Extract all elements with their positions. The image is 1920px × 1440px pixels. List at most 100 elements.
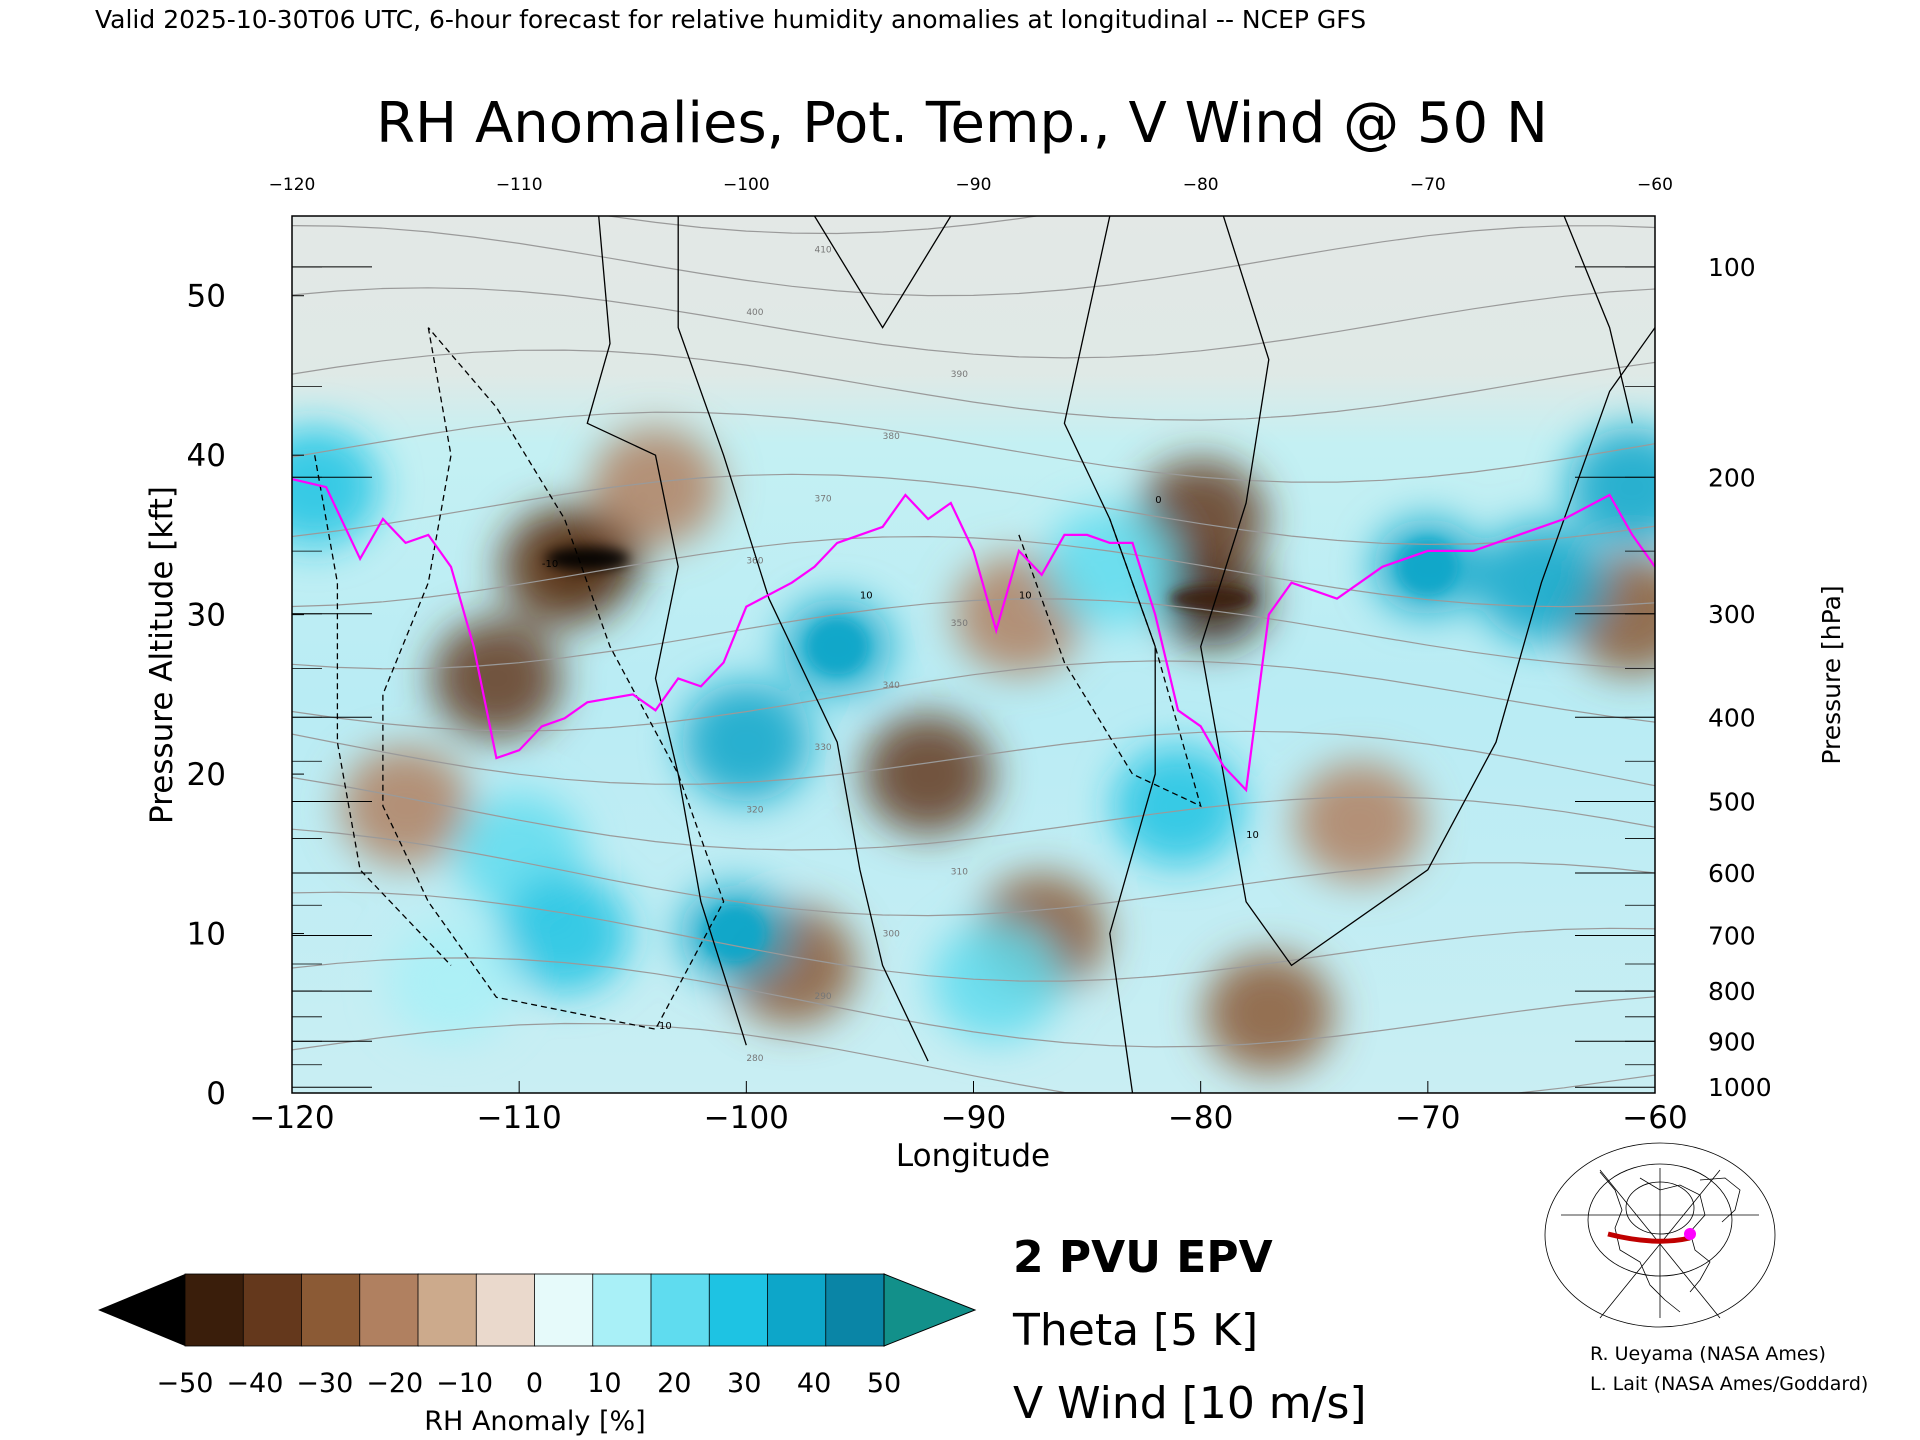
theta-contour-290 [292,957,1655,1048]
colorbar-tick-label: 50 [867,1368,901,1399]
rh-anomaly-blob [931,921,1062,1042]
colorbar-tick-label: 20 [657,1368,691,1399]
x-tick-label: −60 [1622,1100,1687,1136]
y2-axis-label: Pressure [hPa] [1817,585,1846,764]
y-axis-label: Pressure Altitude [kft] [144,486,180,824]
header-text: Valid 2025-10-30T06 UTC, 6-hour forecast… [95,5,1366,34]
colorbar-tick-label: −30 [296,1368,353,1399]
pressure-tick-label: 100 [1708,253,1756,282]
theta-contour-label: 370 [814,494,831,504]
colorbar-segment [242,1273,303,1347]
pressure-ticks [292,266,1655,1088]
theta-contour-label: 310 [951,868,968,878]
theta-contours: 280 290 300 310 320 330 340 350 360 370 380 390 400 4… [292,183,1655,1093]
x-tick-label: −110 [477,1100,562,1136]
theta-contour-label: 410 [814,246,831,256]
colorbar-segment [184,1273,245,1347]
colorbar-tick-label: −40 [226,1368,283,1399]
pressure-tick-label: 200 [1708,463,1756,492]
v-wind-contour [1563,216,1633,424]
v-wind-label: 10 [1246,830,1259,841]
pressure-tick-label: 900 [1708,1027,1756,1056]
theta-contour-400 [292,287,1655,359]
rh-anomaly-blob [340,745,471,866]
theta-contour-label: 420 [883,183,900,193]
theta-contour-390 [292,349,1655,421]
v-wind-label: -10 [655,1021,671,1032]
theta-contour-label: 350 [951,619,968,629]
chart-title: RH Anomalies, Pot. Temp., V Wind @ 50 N [376,91,1548,156]
rh-anomaly-blob [292,427,380,548]
pressure-tick-label: 300 [1708,600,1756,629]
colorbar-segment [417,1273,478,1347]
y-axis-ticks: 0 10 20 30 40 50 [187,279,304,1112]
map-location-marker [1684,1228,1696,1240]
colorbar-segment [359,1273,419,1347]
y-tick-label: 50 [187,279,226,315]
plot-area: 2802903003103203303403503603703803904004… [187,175,1772,1136]
theta-contour-300 [292,891,1655,982]
theta-contour-label: 290 [814,992,831,1002]
x-top-tick-label: −80 [1183,175,1219,195]
theta-contour-320 [292,776,1655,851]
legend-theta: Theta [5 K] [1012,1305,1258,1356]
x-top-tick-label: −90 [956,175,992,195]
rh-anomaly-blob [431,618,562,739]
colorbar-tick-label: 10 [587,1368,621,1399]
pressure-tick-label: 700 [1708,921,1756,950]
v-wind-label: 10 [860,591,873,602]
theta-contour-360 [292,535,1655,608]
theta-contour-340 [292,660,1655,732]
theta-contour-label: 300 [883,930,900,940]
theta-contour-label: 360 [746,557,763,567]
y-tick-label: 0 [206,1076,226,1112]
y-tick-label: 40 [187,438,226,474]
v-wind-contour [1200,216,1655,967]
theta-contour-label: 320 [746,805,763,815]
legend-vwind: V Wind [10 m/s] [1013,1378,1367,1429]
colorbar-segment [767,1273,827,1347]
x-top-tick-label: −110 [496,175,543,195]
map-cross-section-line [1607,1231,1691,1244]
rh-anomaly-core [545,538,1458,962]
theta-contour-370 [292,473,1655,546]
rh-anomaly-core-blob [807,618,868,675]
theta-contour-label: 380 [883,432,900,442]
rh-anomaly-blob [1044,506,1175,627]
theta-contour-label: 280 [746,1054,763,1064]
pressure-tick-label: 1000 [1708,1073,1772,1102]
v-wind-contours: -10 10 0 10 10 -10 [314,216,1655,1093]
y-tick-label: 30 [187,598,226,634]
colorbar-segment [534,1273,594,1347]
rh-anomaly-blob [681,682,812,803]
v-wind-contour [1018,518,1202,808]
colorbar-segment [592,1273,652,1347]
pressure-tick-label: 500 [1708,787,1756,816]
rh-anomaly-blob [499,873,630,994]
x-top-tick-label: −120 [269,175,316,195]
credit-line-2: L. Lait (NASA Ames/Goddard) [1590,1373,1868,1395]
v-wind-label: -10 [542,559,558,570]
theta-contour-420 [604,216,1041,235]
x-axis-label: Longitude [896,1138,1050,1174]
colorbar-tick-labels: −50 −40 −30 −20 −10 0 10 20 30 40 50 [157,1368,902,1399]
colorbar-segment [475,1273,536,1347]
x-top-tick-label: −60 [1637,175,1673,195]
theta-contour-310 [292,828,1655,917]
rh-anomaly-core-blob [545,546,630,571]
colorbar-tick-label: −10 [436,1368,493,1399]
v-wind-contour [314,455,452,966]
rh-anomaly-blob [1112,745,1243,866]
theta-contour-330 [292,730,1655,787]
epv-2pvu-line [292,478,1655,793]
v-wind-label: 10 [1019,591,1032,602]
v-wind-contour [1063,216,1156,1093]
colorbar-tick-label: −50 [157,1368,214,1399]
x-top-tick-label: −100 [723,175,770,195]
x-tick-label: −120 [249,1100,334,1136]
theta-contour-label: 400 [746,308,763,318]
colorbar-segment [650,1273,711,1347]
colorbar-segment [708,1273,769,1347]
rh-anomaly-core-blob [1397,538,1458,595]
v-wind-label: 0 [1155,495,1161,506]
